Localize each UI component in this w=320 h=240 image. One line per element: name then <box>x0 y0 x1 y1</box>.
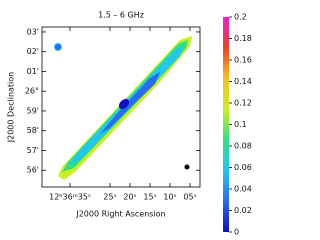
source-inner <box>100 72 160 134</box>
colorbar-tick-label: 0.16 <box>234 56 252 65</box>
colorbar-tick-label: 0.18 <box>234 34 252 43</box>
x-tick-label: 25ˢ <box>103 193 116 202</box>
plot-frame <box>41 26 201 188</box>
colorbar <box>223 17 229 232</box>
x-tick-label: 12ʰ36ᵐ35ˢ <box>49 193 91 202</box>
x-tick-label: 05ˢ <box>183 193 196 202</box>
colorbar-tick-label: 0.04 <box>234 185 252 194</box>
y-tick-label: 59' <box>27 106 39 115</box>
x-tick-label: 20ˢ <box>123 193 136 202</box>
blob <box>54 43 62 51</box>
beam <box>184 164 190 170</box>
y-axis-label: J2000 Declination <box>7 72 16 143</box>
colorbar-tick-label: 0.14 <box>234 77 252 86</box>
y-tick-label: 01' <box>27 67 39 76</box>
y-tick-label: 56' <box>27 166 39 175</box>
colorbar-tick-label: 0.2 <box>234 13 247 22</box>
x-axis-label: J2000 Right Ascension <box>75 210 165 219</box>
y-tick-label: 03' <box>27 27 39 36</box>
colorbar-tick-label: 0.08 <box>234 142 252 151</box>
y-tick-label: 58' <box>27 126 39 135</box>
y-tick-label: 02' <box>27 47 39 56</box>
chart: 1.5 – 6 GHz J2000 Declination J2000 Righ… <box>7 11 252 237</box>
colorbar-tick-label: 0 <box>234 228 239 237</box>
source-core <box>118 98 130 110</box>
y-tick-label: 26° <box>25 87 39 96</box>
x-tick-label: 15ˢ <box>143 193 156 202</box>
colorbar-tick-label: 0.02 <box>234 206 252 215</box>
x-tick-label: 10ˢ <box>163 193 176 202</box>
colorbar-tick-label: 0.06 <box>234 163 252 172</box>
image <box>54 36 192 180</box>
colorbar-tick-label: 0.1 <box>234 120 247 129</box>
y-tick-label: 57' <box>27 146 39 155</box>
colorbar-tick-label: 0.12 <box>234 99 252 108</box>
chart-title: 1.5 – 6 GHz <box>98 11 144 20</box>
